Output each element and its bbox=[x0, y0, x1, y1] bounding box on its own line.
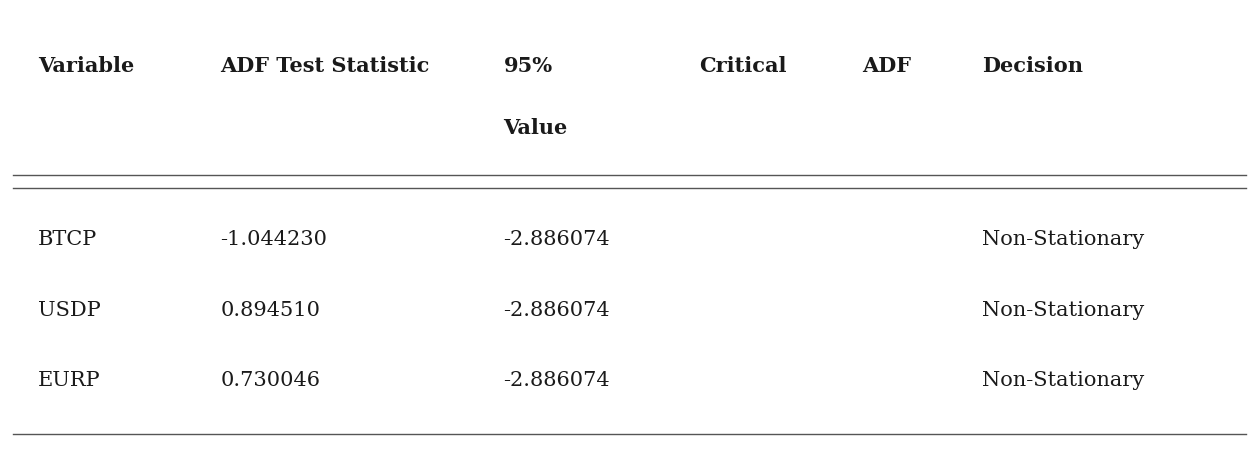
Text: -2.886074: -2.886074 bbox=[504, 300, 611, 319]
Text: BTCP: BTCP bbox=[38, 229, 97, 248]
Text: USDP: USDP bbox=[38, 300, 101, 319]
Text: -2.886074: -2.886074 bbox=[504, 229, 611, 248]
Text: 95%: 95% bbox=[504, 56, 553, 76]
Text: Non-Stationary: Non-Stationary bbox=[982, 370, 1144, 389]
Text: Variable: Variable bbox=[38, 56, 133, 76]
Text: Decision: Decision bbox=[982, 56, 1083, 76]
Text: ADF: ADF bbox=[862, 56, 912, 76]
Text: ADF Test Statistic: ADF Test Statistic bbox=[220, 56, 429, 76]
Text: Non-Stationary: Non-Stationary bbox=[982, 229, 1144, 248]
Text: Non-Stationary: Non-Stationary bbox=[982, 300, 1144, 319]
Text: EURP: EURP bbox=[38, 370, 101, 389]
Text: 0.730046: 0.730046 bbox=[220, 370, 320, 389]
Text: Critical: Critical bbox=[699, 56, 786, 76]
Text: 0.894510: 0.894510 bbox=[220, 300, 320, 319]
Text: -2.886074: -2.886074 bbox=[504, 370, 611, 389]
Text: Value: Value bbox=[504, 117, 568, 137]
Text: -1.044230: -1.044230 bbox=[220, 229, 327, 248]
